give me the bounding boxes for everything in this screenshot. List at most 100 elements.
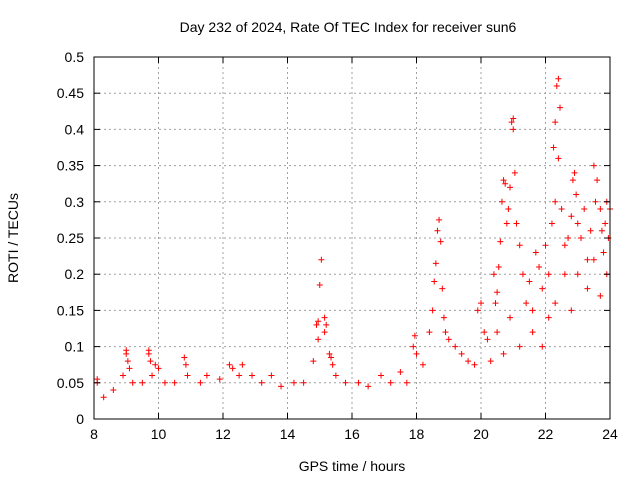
data-point xyxy=(532,249,539,256)
data-point xyxy=(239,361,246,368)
data-point xyxy=(323,321,330,328)
data-point xyxy=(590,162,597,169)
data-point xyxy=(584,285,591,292)
data-point xyxy=(568,213,575,220)
data-point xyxy=(300,379,307,386)
data-point xyxy=(558,206,565,213)
data-point xyxy=(387,379,394,386)
data-point xyxy=(510,115,517,122)
data-point xyxy=(602,220,609,227)
data-point xyxy=(321,329,328,336)
data-point xyxy=(332,372,339,379)
data-point xyxy=(326,350,333,357)
x-tick-label: 12 xyxy=(215,426,231,442)
data-point xyxy=(268,372,275,379)
data-point xyxy=(445,336,452,343)
data-point xyxy=(139,379,146,386)
data-point xyxy=(557,104,564,111)
y-tick-label: 0.25 xyxy=(57,230,84,246)
data-point xyxy=(597,206,604,213)
data-point xyxy=(181,354,188,361)
data-point xyxy=(577,235,584,241)
grid-lines xyxy=(94,57,610,419)
data-point xyxy=(495,263,502,270)
y-tick-label: 0.15 xyxy=(57,302,84,318)
data-point xyxy=(397,368,404,375)
data-point xyxy=(569,177,576,184)
data-point xyxy=(458,350,465,357)
axis-ticks: 8 10 12 14 16 18 20 22 24 0 0.05 0.1 0.15 0.2 0.25 0.3 0… xyxy=(57,49,618,442)
data-point xyxy=(258,379,265,386)
data-point xyxy=(519,271,526,278)
data-point xyxy=(600,249,607,256)
data-point xyxy=(574,220,581,227)
data-point xyxy=(149,372,156,379)
data-point xyxy=(502,180,509,187)
data-point xyxy=(516,242,523,249)
data-point xyxy=(452,343,459,350)
data-point xyxy=(497,238,504,245)
data-point xyxy=(561,242,568,249)
data-point xyxy=(316,282,323,289)
data-point xyxy=(507,184,514,191)
data-point xyxy=(437,238,444,245)
x-tick-label: 20 xyxy=(473,426,489,442)
data-point xyxy=(171,379,178,386)
data-point xyxy=(110,387,117,394)
x-tick-label: 22 xyxy=(538,426,554,442)
x-tick-label: 8 xyxy=(90,426,98,442)
data-point xyxy=(555,155,562,162)
data-point xyxy=(581,206,588,213)
y-axis-label: ROTI / TECUs xyxy=(5,193,21,283)
data-point xyxy=(342,379,349,386)
data-point xyxy=(539,343,546,350)
data-point xyxy=(329,361,336,368)
data-point xyxy=(561,271,568,278)
data-point xyxy=(529,329,536,336)
data-point xyxy=(539,285,546,292)
data-point xyxy=(548,220,555,227)
data-point xyxy=(505,206,512,213)
data-point xyxy=(573,191,580,198)
data-point xyxy=(526,278,533,285)
data-point xyxy=(100,394,107,401)
data-point xyxy=(568,307,575,314)
data-point xyxy=(571,169,578,176)
data-point xyxy=(203,372,210,379)
data-point xyxy=(507,314,514,321)
data-point xyxy=(429,307,436,314)
data-point xyxy=(565,235,572,241)
data-point xyxy=(511,169,518,176)
data-point xyxy=(434,227,441,234)
data-point xyxy=(129,379,136,386)
data-point xyxy=(378,372,385,379)
y-tick-label: 0.4 xyxy=(65,121,85,137)
data-point xyxy=(500,177,507,184)
data-point xyxy=(592,198,599,205)
data-point xyxy=(410,343,417,350)
data-point xyxy=(236,372,243,379)
data-point xyxy=(216,376,223,383)
data-point xyxy=(545,314,552,321)
data-point xyxy=(529,307,536,314)
data-point xyxy=(440,314,447,321)
data-point xyxy=(313,321,320,328)
data-point xyxy=(249,372,256,379)
data-point xyxy=(490,271,497,278)
data-point xyxy=(229,365,236,372)
data-point xyxy=(552,119,559,126)
data-point xyxy=(426,329,433,336)
data-point xyxy=(542,242,549,249)
data-point xyxy=(155,365,162,372)
data-point xyxy=(513,220,520,227)
data-point xyxy=(494,329,501,336)
data-point xyxy=(436,216,443,223)
data-point xyxy=(492,300,499,307)
y-tick-label: 0.35 xyxy=(57,158,84,174)
data-point xyxy=(321,314,328,321)
data-point xyxy=(500,350,507,357)
data-point xyxy=(598,227,605,234)
data-point xyxy=(487,358,494,365)
data-point xyxy=(197,379,204,386)
